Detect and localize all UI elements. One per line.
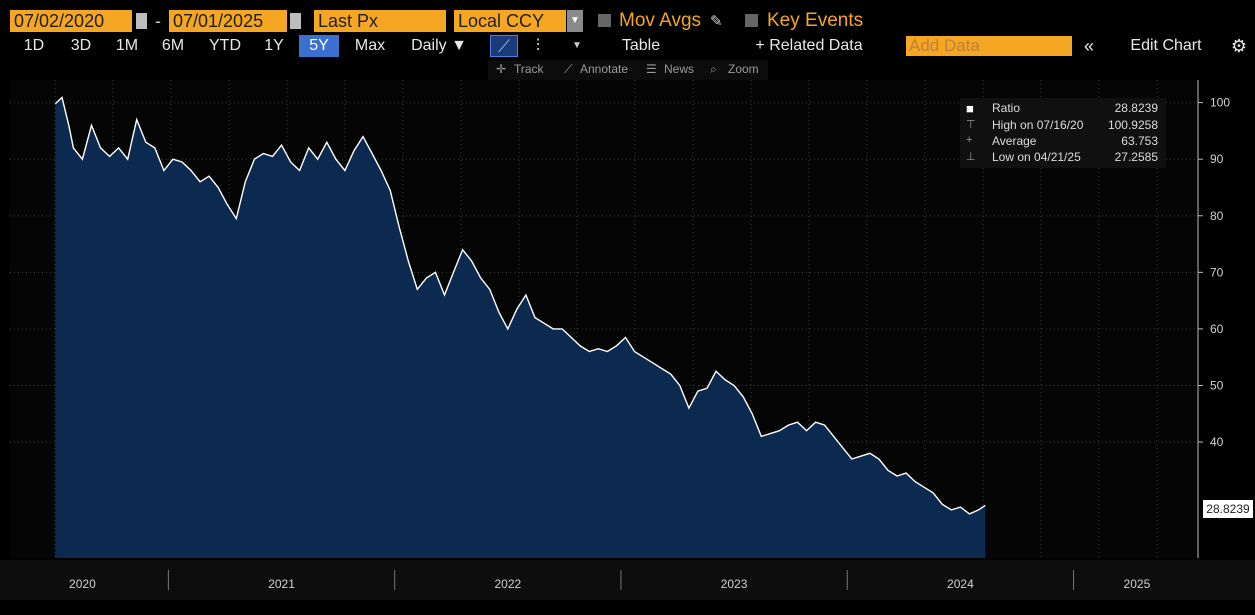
period-1y[interactable]: 1Y bbox=[264, 37, 284, 54]
currency-select[interactable]: Local CCY bbox=[454, 10, 566, 32]
x-tick-label: 2023 bbox=[721, 577, 748, 591]
calendar-icon[interactable] bbox=[136, 13, 147, 29]
period-max[interactable]: Max bbox=[354, 37, 386, 54]
start-date-field[interactable]: 07/02/2020 bbox=[10, 10, 132, 32]
frequency-select[interactable]: Daily ▼ bbox=[411, 37, 467, 54]
legend-high-label: High on 07/16/20 bbox=[992, 118, 1084, 132]
legend-high-value: 100.9258 bbox=[1107, 118, 1158, 132]
key-events-checkbox[interactable] bbox=[745, 14, 758, 27]
legend-low-value: 27.2585 bbox=[1114, 150, 1158, 164]
square-icon: ■ bbox=[966, 101, 974, 116]
zoom-icon[interactable]: ⌕ bbox=[710, 62, 717, 76]
legend-ratio-label: Ratio bbox=[992, 101, 1021, 115]
ratio-line bbox=[54, 96, 986, 515]
legend-average-value: 63.753 bbox=[1121, 134, 1158, 148]
y-tick-label: 80 bbox=[1210, 209, 1224, 223]
ratio-area bbox=[55, 97, 986, 558]
y-tick-label: 90 bbox=[1210, 152, 1224, 166]
y-tick-label: 100 bbox=[1210, 96, 1230, 110]
period-5y[interactable]: 5Y bbox=[299, 35, 339, 57]
x-tick-label: 2020 bbox=[69, 577, 96, 591]
chevron-down-icon[interactable]: ▼ bbox=[567, 10, 583, 32]
track-icon[interactable]: ✛ bbox=[496, 62, 507, 76]
x-tick-label: 2022 bbox=[494, 577, 521, 591]
line-chart-icon[interactable]: ⟋ bbox=[490, 35, 518, 57]
news-tool[interactable]: News bbox=[664, 62, 695, 76]
x-axis: 2020 2021 2022 2023 2024 2025 bbox=[0, 560, 1255, 600]
low-marker-icon: ⊥ bbox=[966, 151, 976, 163]
legend-average-label: Average bbox=[992, 134, 1037, 148]
legend-ratio-value: 28.8239 bbox=[1114, 101, 1158, 115]
x-tick-label: 2021 bbox=[268, 577, 295, 591]
chart-toolbar-top: 07/02/2020 - 07/01/2025 Last Px Local CC… bbox=[0, 8, 1255, 34]
gear-icon[interactable]: ⚙ bbox=[1230, 36, 1248, 56]
related-data-button[interactable]: + Related Data bbox=[755, 37, 863, 54]
legend-ratio: ■ Ratio 28.8239 bbox=[964, 101, 1162, 117]
collapse-icon[interactable]: « bbox=[1083, 36, 1094, 56]
chart-tools: ✛ Track ⟋ Annotate ☰ News ⌕ Zoom bbox=[488, 60, 768, 80]
edit-chart-button[interactable]: Edit Chart bbox=[1130, 37, 1202, 54]
annotate-icon[interactable]: ⟋ bbox=[564, 62, 573, 76]
y-axis: 40 50 60 70 80 90 100 bbox=[1197, 80, 1230, 558]
date-separator: - bbox=[155, 11, 161, 31]
zoom-tool[interactable]: Zoom bbox=[728, 62, 759, 76]
bar-chart-icon[interactable]: ⫶ bbox=[535, 36, 541, 55]
x-axis-band bbox=[0, 560, 1255, 600]
period-ytd[interactable]: YTD bbox=[209, 37, 241, 54]
calendar-icon[interactable] bbox=[290, 13, 301, 29]
legend-average: + Average 63.753 bbox=[964, 134, 1162, 150]
chart-legend: ■ Ratio 28.8239 ⊤ High on 07/16/20 100.9… bbox=[960, 98, 1166, 168]
add-data-input[interactable]: Add Data bbox=[906, 36, 1072, 56]
y-tick-label: 40 bbox=[1210, 435, 1224, 449]
high-marker-icon: ⊤ bbox=[966, 119, 976, 131]
track-tool[interactable]: Track bbox=[514, 62, 544, 76]
mov-avgs-label[interactable]: Mov Avgs bbox=[619, 10, 702, 31]
period-1m[interactable]: 1M bbox=[115, 37, 139, 54]
end-date-field[interactable]: 07/01/2025 bbox=[169, 10, 287, 32]
y-tick-label: 60 bbox=[1210, 322, 1224, 336]
x-tick-label: 2024 bbox=[947, 577, 974, 591]
period-1d[interactable]: 1D bbox=[23, 37, 45, 54]
y-tick-label: 50 bbox=[1210, 378, 1224, 392]
key-events-label[interactable]: Key Events bbox=[767, 10, 864, 31]
period-3d[interactable]: 3D bbox=[70, 37, 92, 54]
annotate-tool[interactable]: Annotate bbox=[580, 62, 629, 76]
field-select[interactable]: Last Px bbox=[314, 10, 446, 32]
pencil-icon[interactable]: ✎ bbox=[710, 13, 723, 30]
last-value-tag: 28.8239 bbox=[1203, 500, 1253, 518]
news-icon[interactable]: ☰ bbox=[646, 62, 657, 76]
average-marker-icon: + bbox=[966, 134, 973, 146]
legend-high: ⊤ High on 07/16/20 100.9258 bbox=[964, 118, 1162, 134]
mov-avgs-checkbox[interactable] bbox=[598, 14, 611, 27]
chart-toolbar-second: 1D 3D 1M 6M YTD 1Y 5Y Max Daily ▼ ⟋ ⫶ ▼ … bbox=[0, 34, 1255, 58]
legend-low-label: Low on 04/21/25 bbox=[992, 150, 1081, 164]
legend-low: ⊥ Low on 04/21/25 27.2585 bbox=[964, 150, 1162, 166]
table-button[interactable]: Table bbox=[621, 37, 661, 54]
period-6m[interactable]: 6M bbox=[161, 37, 185, 54]
x-tick-label: 2025 bbox=[1124, 577, 1151, 591]
y-tick-label: 70 bbox=[1210, 265, 1224, 279]
chevron-down-icon[interactable]: ▼ bbox=[572, 40, 582, 51]
